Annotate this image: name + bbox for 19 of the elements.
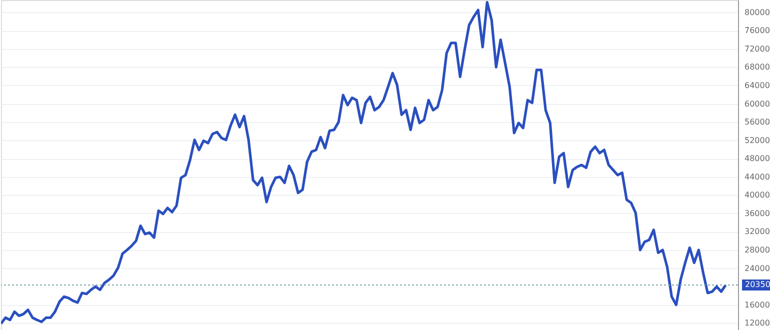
y-tick-label: 12000 xyxy=(744,318,770,328)
y-tick-label: 56000 xyxy=(744,118,770,127)
y-tick-label: 52000 xyxy=(744,136,770,145)
y-tick-label: 36000 xyxy=(744,208,770,218)
line-series xyxy=(1,0,727,325)
y-tick-label: 16000 xyxy=(744,300,770,310)
y-tick-label: 72000 xyxy=(744,44,770,54)
y-tick-label: 76000 xyxy=(744,26,770,36)
y-tick-label: 32000 xyxy=(744,227,770,236)
y-tick-label: 68000 xyxy=(744,62,770,72)
ref-line-label: 20350 xyxy=(745,280,770,289)
y-tick-label: 80000 xyxy=(744,8,770,17)
y-tick-label: 60000 xyxy=(744,99,770,108)
y-tick-label: 44000 xyxy=(744,172,770,182)
y-tick-label: 40000 xyxy=(744,190,770,200)
y-tick-label: 28000 xyxy=(744,246,770,255)
y-tick-label: 64000 xyxy=(744,80,770,90)
y-tick-label: 48000 xyxy=(744,154,770,164)
y-tick-label: 24000 xyxy=(744,264,770,273)
